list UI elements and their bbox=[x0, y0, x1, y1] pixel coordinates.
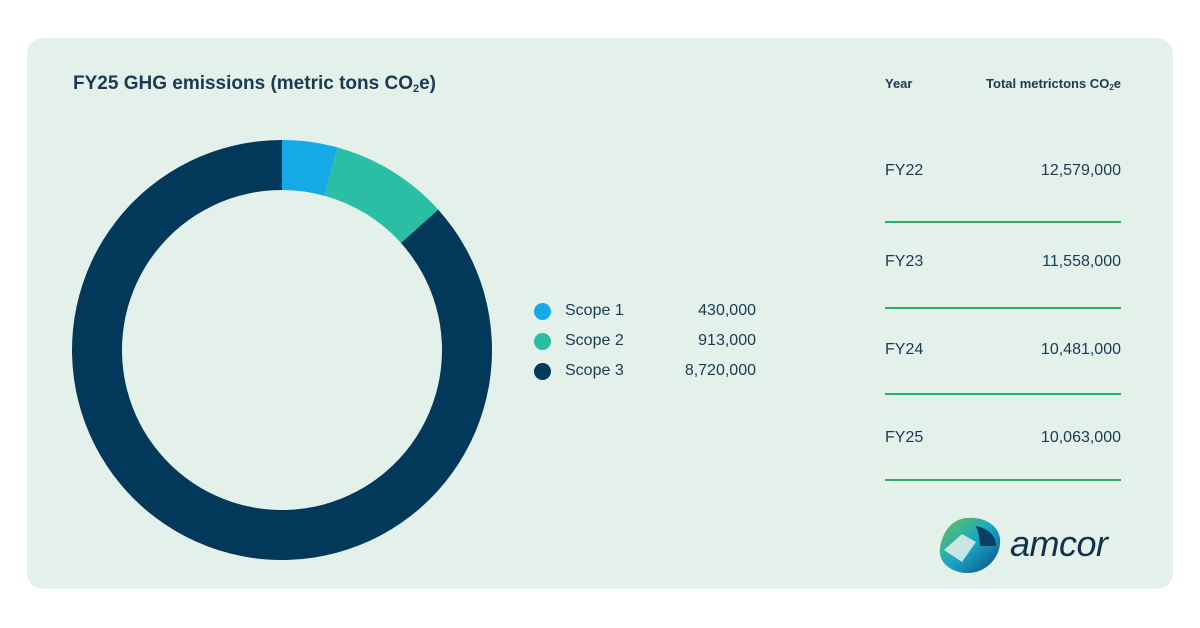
row-divider bbox=[885, 307, 1121, 309]
amcor-logo-icon bbox=[939, 517, 1001, 574]
row-total: 10,481,000 bbox=[1040, 341, 1121, 358]
chart-title: FY25 GHG emissions (metric tons CO2e) bbox=[73, 73, 437, 95]
row-year: FY23 bbox=[885, 253, 924, 270]
row-total: 10,063,000 bbox=[1040, 429, 1121, 446]
legend-swatch bbox=[534, 332, 551, 350]
column-header-total: Total metrictons CO2e bbox=[986, 76, 1121, 92]
legend-item-scope-3: Scope 3 8,720,000 bbox=[534, 356, 756, 386]
legend: Scope 1 430,000 Scope 2 913,000 Scope 3 … bbox=[534, 296, 756, 386]
legend-swatch bbox=[534, 302, 551, 320]
legend-label: Scope 1 bbox=[565, 302, 624, 319]
legend-value: 913,000 bbox=[698, 332, 756, 349]
legend-value: 8,720,000 bbox=[684, 362, 756, 379]
row-divider bbox=[885, 393, 1121, 395]
row-total: 11,558,000 bbox=[1042, 253, 1121, 270]
row-year: FY25 bbox=[885, 429, 924, 446]
row-year: FY24 bbox=[885, 341, 924, 358]
legend-value: 430,000 bbox=[698, 302, 756, 319]
legend-item-scope-2: Scope 2 913,000 bbox=[534, 326, 756, 356]
table-row: FY25 10,063,000 bbox=[885, 429, 1121, 447]
row-divider bbox=[885, 479, 1121, 481]
legend-label: Scope 3 bbox=[565, 362, 624, 379]
table-row: FY22 12,579,000 bbox=[885, 162, 1121, 180]
legend-item-scope-1: Scope 1 430,000 bbox=[534, 296, 756, 326]
legend-label: Scope 2 bbox=[565, 332, 624, 349]
table-row: FY24 10,481,000 bbox=[885, 341, 1121, 359]
row-year: FY22 bbox=[885, 162, 924, 179]
brand-wordmark: amcor bbox=[1010, 523, 1108, 564]
table-row: FY23 11,558,000 bbox=[885, 253, 1121, 271]
donut-chart bbox=[72, 140, 493, 560]
column-header-year: Year bbox=[885, 76, 913, 91]
row-divider bbox=[885, 221, 1121, 223]
donut-slice-scope-1 bbox=[282, 140, 338, 196]
legend-swatch bbox=[534, 362, 551, 380]
row-total: 12,579,000 bbox=[1040, 162, 1121, 179]
donut-slice-scope-2 bbox=[324, 147, 439, 244]
